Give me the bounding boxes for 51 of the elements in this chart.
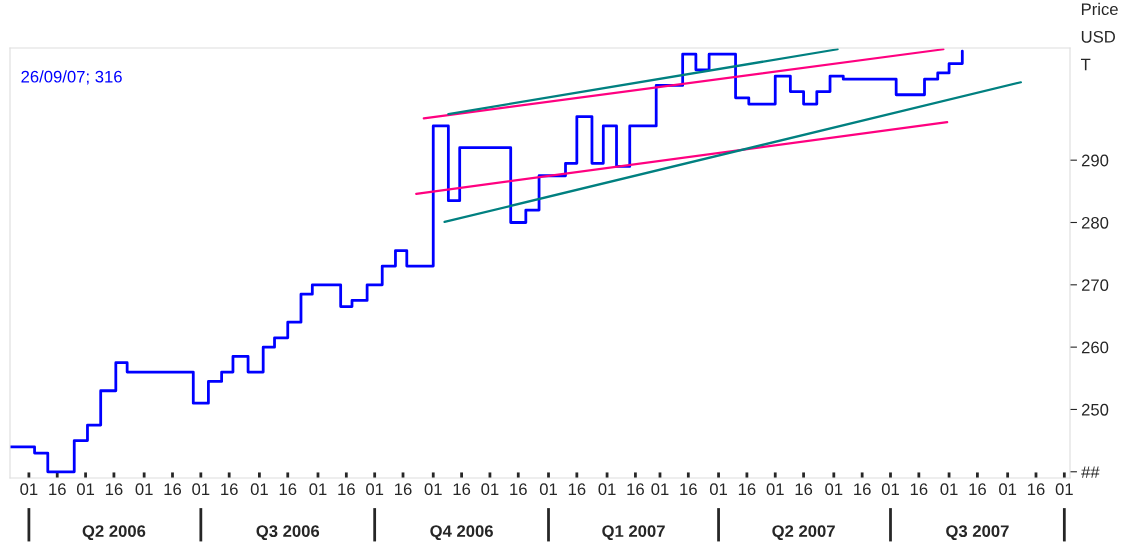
x-tick-label: 16 <box>279 483 297 496</box>
y-tick-label: 290 <box>1081 154 1109 167</box>
x-tick-label: 16 <box>854 483 871 496</box>
x-tick-label: 16 <box>680 483 697 496</box>
x-tick-label: 01 <box>598 483 616 496</box>
x-tick-label: 16 <box>338 483 355 496</box>
y-axis-title: Price USD T <box>1080 2 1118 71</box>
x-tick-label: 16 <box>49 483 66 496</box>
x-tick-label: 01 <box>539 483 557 496</box>
y-tick-label: 280 <box>1081 216 1109 229</box>
x2-tick-label: Q3 2007 <box>946 525 1009 541</box>
x2-tick-label: Q2 2007 <box>772 525 835 541</box>
x-tick-label: 01 <box>766 483 784 496</box>
x-tick-label: 01 <box>940 483 958 496</box>
x-tick-label: 16 <box>910 483 928 496</box>
y-tick-label: 260 <box>1081 341 1109 354</box>
x-tick-label: 16 <box>795 483 813 496</box>
x-tick-label: 16 <box>395 483 412 496</box>
x-tick-label: 01 <box>250 483 268 496</box>
x2-tick-label: Q4 2006 <box>430 525 493 541</box>
x-tick-label: 01 <box>192 483 210 496</box>
x-tick-label: 16 <box>105 483 123 496</box>
x-tick-label: 16 <box>1027 483 1045 496</box>
x-tick-label: 01 <box>999 483 1017 496</box>
x-tick-label: 01 <box>309 483 327 496</box>
annotation: 26/09/07; 316 <box>21 70 122 85</box>
x-tick-label: 01 <box>135 483 153 496</box>
x2-tick-label: Q1 2007 <box>602 525 665 541</box>
x2-tick-label: Q3 2006 <box>256 525 320 541</box>
x-tick-label: 01 <box>76 483 95 496</box>
x-tick-label: 16 <box>164 483 182 496</box>
x-tick-label: 16 <box>627 483 644 496</box>
x2-tick-label: Q2 2006 <box>82 525 146 541</box>
x-tick-label: 16 <box>221 483 238 496</box>
x-tick-label: 16 <box>969 483 986 496</box>
x-tick-label: 16 <box>568 483 586 496</box>
x-tick-label: 01 <box>881 483 899 496</box>
x-tick-label: 01 <box>481 483 499 496</box>
x-tick-label: 01 <box>366 483 384 496</box>
y-tick-label: ## <box>1081 466 1100 478</box>
x-tick-label: 01 <box>424 483 442 496</box>
x-tick-label: 16 <box>510 483 527 496</box>
x-tick-label: 16 <box>738 483 756 496</box>
x-tick-label: 01 <box>20 483 38 496</box>
x-tick-label: 01 <box>709 483 728 496</box>
y-tick-label: 270 <box>1081 279 1109 292</box>
x-tick-label: 01 <box>651 483 669 496</box>
x-tick-label: 01 <box>1055 483 1073 496</box>
x-tick-label: 16 <box>453 483 471 496</box>
x-tick-label: 01 <box>825 483 843 496</box>
y-tick-label: 250 <box>1081 403 1109 416</box>
